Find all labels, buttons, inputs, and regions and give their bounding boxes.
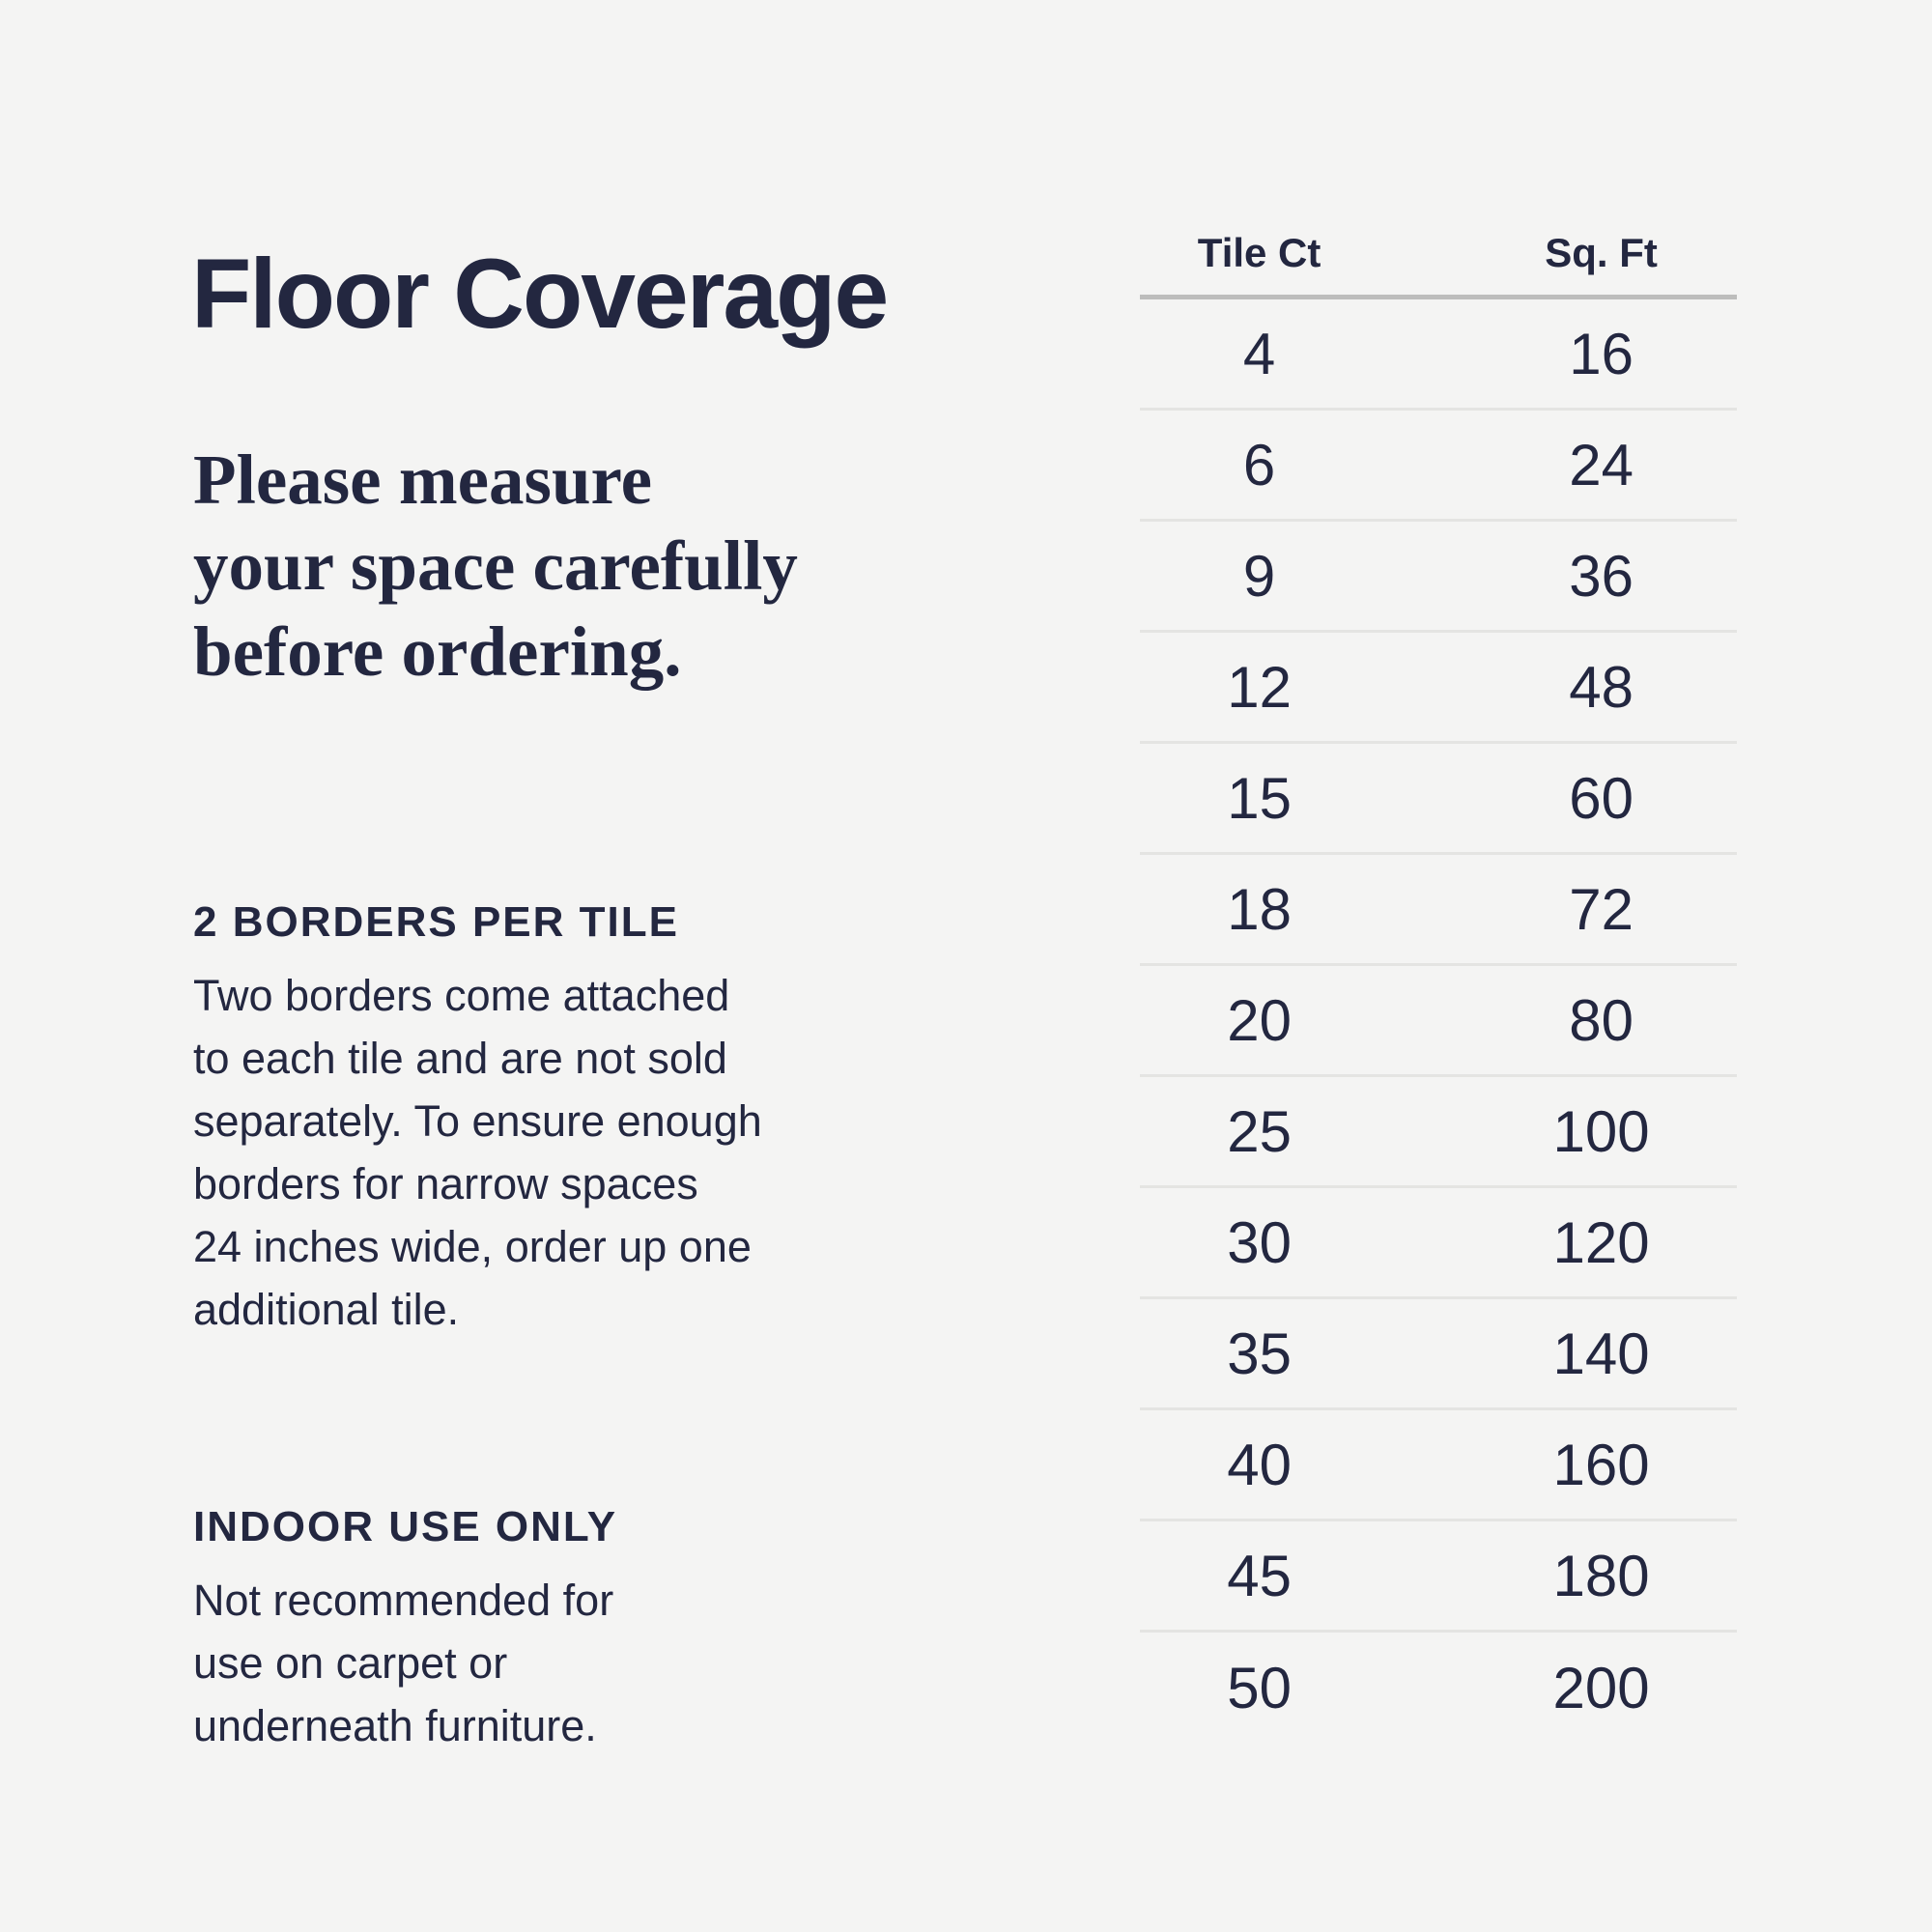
tile-count-cell: 20: [1227, 987, 1292, 1053]
tile-count-cell: 18: [1227, 876, 1292, 942]
table-row: 12 48: [1140, 633, 1737, 744]
tile-count-cell: 35: [1227, 1321, 1292, 1386]
sq-ft-cell: 60: [1569, 765, 1634, 831]
tile-count-cell: 45: [1227, 1543, 1292, 1608]
sq-ft-cell: 72: [1569, 876, 1634, 942]
borders-section-body: Two borders come attached to each tile a…: [193, 971, 762, 1334]
borders-section-heading: 2 BORDERS PER TILE: [193, 898, 679, 946]
tile-count-column-header: Tile Ct: [1197, 229, 1321, 275]
table-row: 30 120: [1140, 1188, 1737, 1299]
tile-count-cell: 15: [1227, 765, 1292, 831]
coverage-table-body: 4 16 6 24 9 36 12 48 15 60 18 72 20 80 25 100 30 120 35 140…: [1140, 299, 1737, 1744]
sq-ft-cell: 120: [1552, 1209, 1650, 1275]
measure-note: Please measure your space carefully befo…: [193, 440, 798, 691]
table-row: 40 160: [1140, 1410, 1737, 1521]
sq-ft-cell: 80: [1569, 987, 1634, 1053]
sq-ft-cell: 48: [1569, 654, 1634, 720]
table-row: 35 140: [1140, 1299, 1737, 1410]
tile-count-cell: 30: [1227, 1209, 1292, 1275]
table-row: 45 180: [1140, 1521, 1737, 1633]
table-row: 6 24: [1140, 411, 1737, 522]
indoor-use-section: INDOOR USE ONLY Not recommended for use …: [193, 1503, 889, 1757]
sq-ft-cell: 36: [1569, 543, 1634, 609]
tile-count-cell: 50: [1227, 1656, 1292, 1720]
sq-ft-cell: 140: [1552, 1321, 1650, 1386]
table-row: 18 72: [1140, 855, 1737, 966]
borders-section: 2 BORDERS PER TILE Two borders come atta…: [193, 898, 889, 1341]
tile-count-cell: 25: [1227, 1098, 1292, 1164]
table-row: 4 16: [1140, 299, 1737, 411]
tile-count-cell: 40: [1227, 1432, 1292, 1497]
sq-ft-cell: 16: [1569, 321, 1634, 386]
sq-ft-column-header: Sq. Ft: [1545, 229, 1658, 275]
table-row: 15 60: [1140, 744, 1737, 855]
table-row: 20 80: [1140, 966, 1737, 1077]
tile-count-cell: 4: [1242, 321, 1276, 386]
sq-ft-cell: 160: [1552, 1432, 1650, 1497]
table-row: 50 200: [1140, 1633, 1737, 1744]
coverage-table: Tile Ct Sq. Ft 4 16 6 24 9 36 12 48 15 60 18 72 20 80…: [1140, 211, 1737, 1744]
sq-ft-cell: 24: [1569, 432, 1634, 497]
tile-count-cell: 9: [1242, 543, 1276, 609]
indoor-use-section-body: Not recommended for use on carpet or und…: [193, 1576, 614, 1750]
sq-ft-cell: 100: [1552, 1098, 1650, 1164]
page-title: Floor Coverage: [191, 239, 889, 350]
tile-count-cell: 6: [1242, 432, 1276, 497]
coverage-table-header: Tile Ct Sq. Ft: [1140, 211, 1737, 299]
sq-ft-cell: 200: [1552, 1656, 1650, 1720]
sq-ft-cell: 180: [1552, 1543, 1650, 1608]
table-row: 9 36: [1140, 522, 1737, 633]
indoor-use-section-heading: INDOOR USE ONLY: [193, 1503, 618, 1550]
table-row: 25 100: [1140, 1077, 1737, 1188]
tile-count-cell: 12: [1227, 654, 1292, 720]
